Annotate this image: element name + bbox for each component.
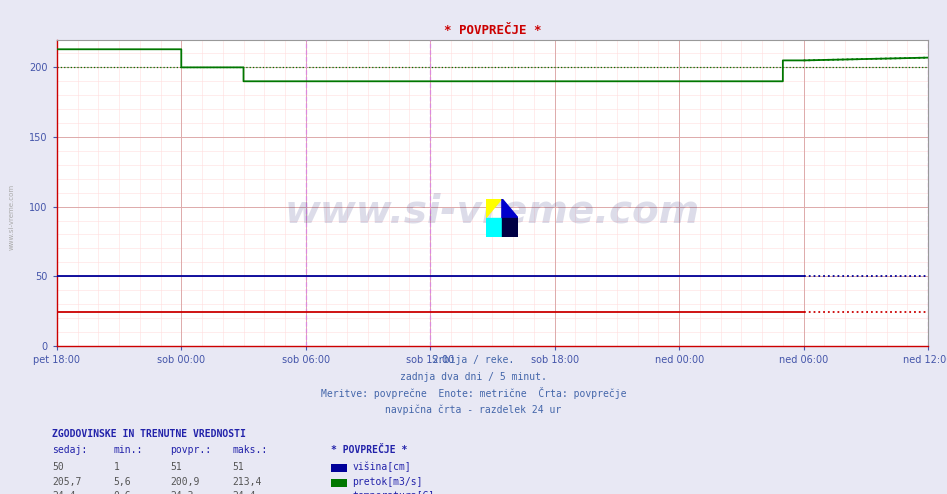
- Text: www.si-vreme.com: www.si-vreme.com: [285, 192, 700, 230]
- Text: 1: 1: [114, 462, 119, 472]
- Text: 200,9: 200,9: [170, 477, 200, 487]
- Text: zadnja dva dni / 5 minut.: zadnja dva dni / 5 minut.: [400, 372, 547, 382]
- Polygon shape: [502, 218, 518, 237]
- Text: 51: 51: [170, 462, 182, 472]
- Text: 0,6: 0,6: [114, 492, 132, 494]
- Text: 24,3: 24,3: [170, 492, 194, 494]
- Text: pretok[m3/s]: pretok[m3/s]: [352, 477, 422, 487]
- Text: povpr.:: povpr.:: [170, 446, 211, 455]
- Text: Meritve: povprečne  Enote: metrične  Črta: povprečje: Meritve: povprečne Enote: metrične Črta:…: [321, 387, 626, 399]
- Text: 50: 50: [52, 462, 63, 472]
- Text: 51: 51: [232, 462, 243, 472]
- Text: 5,6: 5,6: [114, 477, 132, 487]
- Polygon shape: [502, 199, 518, 218]
- Polygon shape: [486, 199, 502, 218]
- Text: * POVPREČJE *: * POVPREČJE *: [331, 446, 408, 455]
- Text: višina[cm]: višina[cm]: [352, 461, 411, 472]
- Text: www.si-vreme.com: www.si-vreme.com: [9, 184, 14, 250]
- Title: * POVPREČJE *: * POVPREČJE *: [444, 24, 541, 37]
- Text: 24,4: 24,4: [232, 492, 256, 494]
- Text: ZGODOVINSKE IN TRENUTNE VREDNOSTI: ZGODOVINSKE IN TRENUTNE VREDNOSTI: [52, 429, 246, 439]
- Text: 24,4: 24,4: [52, 492, 76, 494]
- Polygon shape: [486, 218, 502, 237]
- Text: maks.:: maks.:: [232, 446, 267, 455]
- Text: temperatura[C]: temperatura[C]: [352, 492, 435, 494]
- Text: sedaj:: sedaj:: [52, 446, 87, 455]
- Text: 213,4: 213,4: [232, 477, 261, 487]
- Text: navpična črta - razdelek 24 ur: navpična črta - razdelek 24 ur: [385, 405, 562, 415]
- Text: 205,7: 205,7: [52, 477, 81, 487]
- Text: min.:: min.:: [114, 446, 143, 455]
- Text: Srbija / reke.: Srbija / reke.: [433, 355, 514, 365]
